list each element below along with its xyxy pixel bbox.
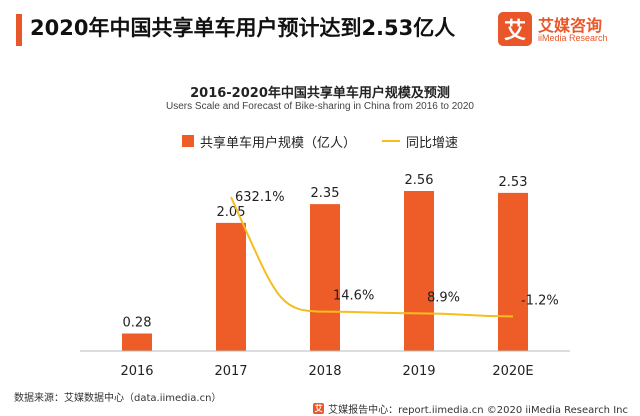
footer-report: 艾 艾媒报告中心：report.iimedia.cn ©2020 iiMedia…: [313, 401, 628, 416]
legend-item-line: 同比增速: [382, 132, 458, 151]
logo-name: 艾媒咨询: [538, 16, 603, 35]
legend-label-bar: 共享单车用户规模（亿人）: [199, 135, 356, 151]
growth-label-2020E: -1.2%: [521, 293, 559, 308]
legend-swatch-bar: [181, 135, 194, 147]
x-tick-2017: 2017: [214, 364, 247, 379]
legend-item-bar: 共享单车用户规模（亿人）: [181, 132, 356, 151]
growth-line: [230, 196, 514, 318]
footer-report-text: 艾媒报告中心：report.iimedia.cn ©2020 iiMedia R…: [328, 405, 628, 416]
headline: 2020年中国共享单车用户预计达到2.53亿人: [30, 16, 456, 40]
brand-logo: 艾 艾媒咨询 iiMedia Research: [498, 12, 628, 48]
chart-title: 2016-2020年中国共享单车用户规模及预测: [190, 86, 450, 101]
bar-2016: [122, 333, 152, 351]
x-tick-2016: 2016: [120, 364, 153, 379]
header: 2020年中国共享单车用户预计达到2.53亿人 艾 艾媒咨询 iiMedia R…: [0, 0, 640, 56]
legend-label-line: 同比增速: [406, 135, 459, 151]
bar-2018: [310, 204, 340, 351]
report-mark-icon: 艾: [313, 403, 325, 414]
x-tick-2020E: 2020E: [492, 364, 533, 379]
bar-label-2019: 2.56: [405, 173, 434, 188]
logo-mark-icon: 艾: [498, 12, 532, 46]
bar-2020E: [498, 192, 528, 351]
bar-2017: [216, 222, 246, 351]
growth-label-2017: 632.1%: [235, 190, 285, 205]
growth-label-2018: 14.6%: [333, 289, 374, 304]
chart-legend: 共享单车用户规模（亿人） 同比增速: [0, 131, 640, 151]
bar-label-2016: 0.28: [123, 316, 152, 331]
bar-label-2018: 2.35: [311, 186, 340, 201]
accent-bar: [16, 14, 22, 46]
x-tick-2019: 2019: [402, 364, 435, 379]
bar-label-2017: 2.05: [217, 205, 246, 220]
logo-subtitle: iiMedia Research: [538, 33, 608, 43]
bar-2019: [404, 191, 434, 351]
chart-subtitle: Users Scale and Forecast of Bike-sharing…: [166, 101, 474, 112]
growth-label-2019: 8.9%: [427, 290, 460, 305]
legend-swatch-line: [382, 140, 400, 142]
x-tick-2018: 2018: [308, 364, 341, 379]
footer-source: 数据来源：艾媒数据中心（data.iimedia.cn）: [14, 393, 222, 404]
bar-label-2020E: 2.53: [499, 175, 528, 190]
